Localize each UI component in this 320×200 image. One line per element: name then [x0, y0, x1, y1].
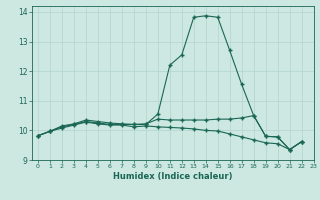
X-axis label: Humidex (Indice chaleur): Humidex (Indice chaleur)	[113, 172, 233, 181]
